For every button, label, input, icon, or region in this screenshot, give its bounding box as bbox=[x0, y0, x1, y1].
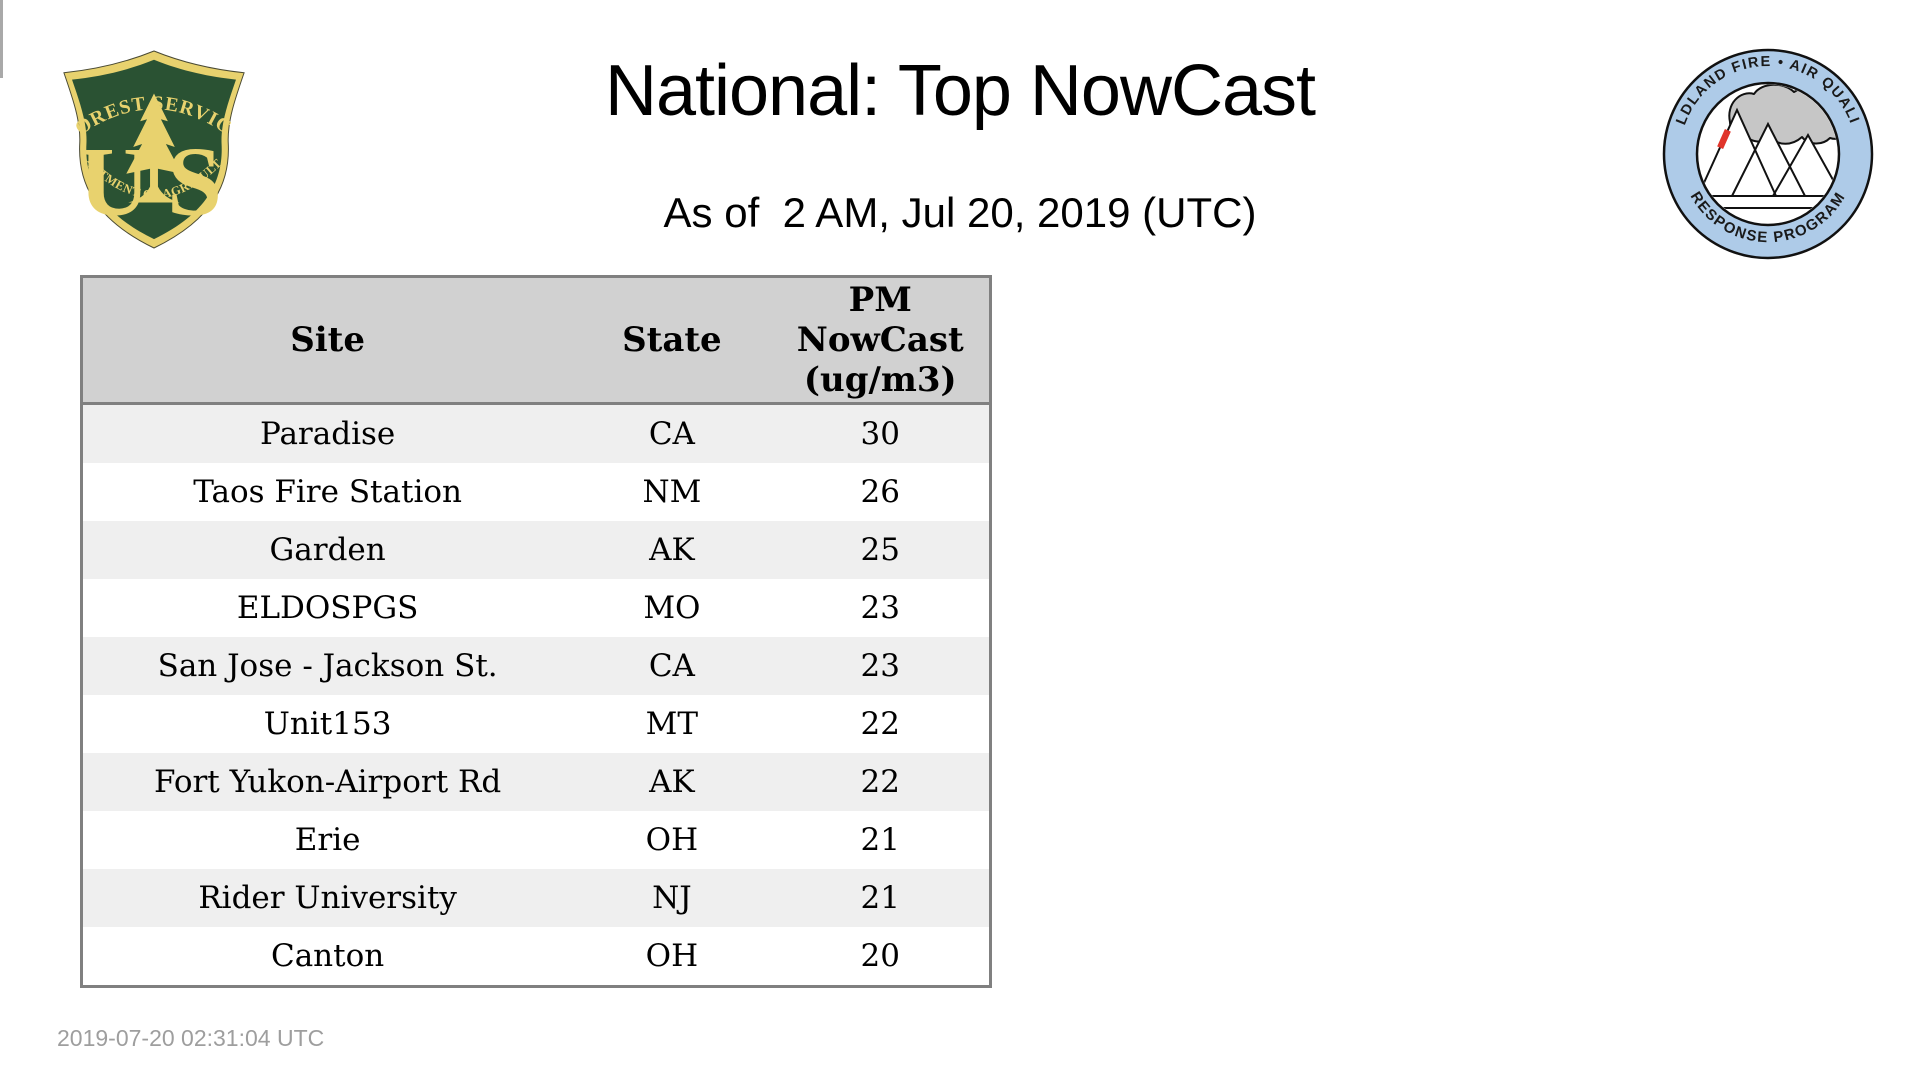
value-cell: 25 bbox=[860, 532, 900, 568]
column-header-state: State bbox=[622, 319, 722, 360]
value-cell: 23 bbox=[860, 590, 900, 626]
table-header-row: Site State PM NowCast (ug/m3) bbox=[83, 278, 989, 405]
table-row: Unit153 MT 22 bbox=[83, 695, 989, 753]
state-cell: MO bbox=[643, 590, 701, 626]
page-subtitle: As of 2 AM, Jul 20, 2019 (UTC) bbox=[663, 189, 1257, 236]
site-cell: Fort Yukon-Airport Rd bbox=[154, 764, 502, 800]
state-cell: CA bbox=[648, 416, 695, 452]
air-quality-program-logo: WILDLAND FIRE • AIR QUALITY RESPONSE PRO… bbox=[1658, 44, 1874, 260]
state-cell: CA bbox=[648, 648, 695, 684]
value-cell: 30 bbox=[860, 416, 900, 452]
generated-timestamp: 2019-07-20 02:31:04 UTC bbox=[57, 1025, 325, 1051]
table-row: Paradise CA 30 bbox=[83, 405, 989, 463]
state-cell: NM bbox=[642, 474, 702, 510]
state-cell: OH bbox=[645, 938, 699, 974]
value-cell: 20 bbox=[860, 938, 900, 974]
state-cell: AK bbox=[649, 532, 695, 568]
site-cell: San Jose - Jackson St. bbox=[157, 648, 498, 684]
mountain-middle bbox=[1731, 121, 1806, 197]
state-cell: NJ bbox=[652, 880, 692, 916]
page-title: National: Top NowCast bbox=[604, 51, 1316, 131]
screen-edge-artifact bbox=[0, 0, 3, 78]
pine-tree-icon bbox=[126, 93, 182, 203]
site-cell: Garden bbox=[269, 532, 386, 568]
value-cell: 22 bbox=[860, 764, 900, 800]
value-cell: 26 bbox=[860, 474, 900, 510]
site-cell: Taos Fire Station bbox=[193, 474, 463, 510]
table-row: San Jose - Jackson St. CA 23 bbox=[83, 637, 989, 695]
column-header-site: Site bbox=[290, 319, 366, 360]
table-row: Canton OH 20 bbox=[83, 927, 989, 985]
table-row: Garden AK 25 bbox=[83, 521, 989, 579]
table-body: Paradise CA 30 Taos Fire Station NM 26 G… bbox=[83, 405, 989, 985]
table-row: ELDOSPGS MO 23 bbox=[83, 579, 989, 637]
state-cell: AK bbox=[649, 764, 695, 800]
nowcast-table: Site State PM NowCast (ug/m3) Paradise C… bbox=[80, 275, 992, 988]
mountain-left bbox=[1698, 107, 1777, 197]
value-cell: 22 bbox=[860, 706, 900, 742]
shield-letter-s: S bbox=[167, 127, 222, 236]
state-cell: MT bbox=[645, 706, 699, 742]
fire-mark-icon bbox=[1717, 128, 1731, 150]
table-row: Rider University NJ 21 bbox=[83, 869, 989, 927]
state-cell: OH bbox=[645, 822, 699, 858]
value-cell: 23 bbox=[860, 648, 900, 684]
site-cell: Unit153 bbox=[263, 706, 392, 742]
table-row: Taos Fire Station NM 26 bbox=[83, 463, 989, 521]
mountain-right bbox=[1772, 132, 1838, 197]
shield-letter-u: U bbox=[79, 127, 150, 236]
site-cell: ELDOSPGS bbox=[236, 590, 419, 626]
table-row: Erie OH 21 bbox=[83, 811, 989, 869]
value-cell: 21 bbox=[860, 822, 900, 858]
forest-service-logo: FOREST SERVICE U S DEPARTMENT OF AGRICUL… bbox=[55, 44, 245, 249]
value-cell: 21 bbox=[860, 880, 900, 916]
table-row: Fort Yukon-Airport Rd AK 22 bbox=[83, 753, 989, 811]
column-header-pm-nowcast: PM NowCast (ug/m3) bbox=[796, 279, 964, 401]
site-cell: Canton bbox=[270, 938, 385, 974]
site-cell: Paradise bbox=[259, 416, 396, 452]
site-cell: Rider University bbox=[198, 880, 457, 916]
site-cell: Erie bbox=[294, 822, 361, 858]
